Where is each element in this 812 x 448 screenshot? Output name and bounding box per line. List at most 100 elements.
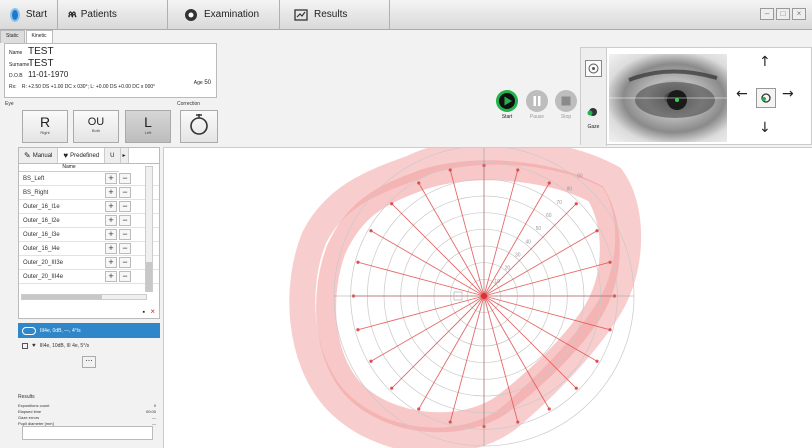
remove-program-icon[interactable]: − <box>119 173 131 184</box>
second-program-label: III4e, 10dB, III 4e, 5°/s <box>39 343 90 349</box>
program-row[interactable]: BS_Right + − <box>19 186 159 200</box>
eye-left-label: Left <box>144 130 152 135</box>
tab-extra[interactable]: U <box>105 148 121 163</box>
second-program-row[interactable]: ♥ III4e, 10dB, III 4e, 5°/s <box>18 339 160 353</box>
tab-examination[interactable]: Examination <box>168 0 280 30</box>
tab-manual-label: Manual <box>32 152 53 159</box>
camera-panel: Gaze ↑ ← → ↓ <box>580 47 812 146</box>
result-label: Elapsed time <box>18 409 42 414</box>
program-rows: BS_Left + − BS_Right + − Outer_16_I1e + − Outer_1… <box>19 172 159 284</box>
meridian-endpoint <box>448 420 452 424</box>
surname-label: Surname <box>9 62 30 68</box>
result-value: 0 <box>153 403 156 408</box>
subtab-kinetic[interactable]: Kinetic <box>25 30 53 43</box>
add-program-icon[interactable]: + <box>105 257 117 268</box>
meridian-endpoint <box>547 181 551 185</box>
remove-program-icon[interactable]: − <box>119 257 131 268</box>
move-right-icon[interactable]: → <box>782 86 794 102</box>
perimetry-chart: 10 20 30 40 50 60 70 80 90 <box>163 138 812 448</box>
patient-name: TEST <box>28 46 54 57</box>
program-name: BS_Left <box>23 175 45 182</box>
ring-label: 20 <box>505 266 511 272</box>
eye-right-button[interactable]: R Right <box>22 110 68 143</box>
tab-scroll-right-icon[interactable]: ▸ <box>120 148 129 163</box>
eye-both-letter: OU <box>87 116 105 128</box>
add-program-icon[interactable]: + <box>105 271 117 282</box>
pencil-icon: ✎ <box>24 151 31 160</box>
selected-program-label: III4e, 0dB, —, 4°/s <box>40 327 81 334</box>
correction-button[interactable] <box>180 110 218 143</box>
meridian-line <box>449 169 485 297</box>
ring-label: 10 <box>494 279 500 285</box>
add-program-icon[interactable]: + <box>105 173 117 184</box>
move-left-icon[interactable]: ← <box>736 86 748 102</box>
age-label: Age <box>193 80 203 86</box>
meridian-line <box>483 230 598 297</box>
add-program-icon[interactable]: + <box>105 243 117 254</box>
remove-program-icon[interactable]: − <box>119 201 131 212</box>
result-row: Expositions count 0 <box>18 403 156 409</box>
tab-predefined[interactable]: ♥ Predefined <box>58 148 106 163</box>
ring-label: 60 <box>546 213 552 219</box>
result-label: Gaze errors <box>18 415 40 420</box>
program-row[interactable]: Outer_16_I2e + − <box>19 214 159 228</box>
pause-button[interactable]: Pause <box>523 90 551 120</box>
gaze-icon[interactable] <box>585 105 606 124</box>
results-panel: Results Expositions count 0 Elapsed time 00… <box>18 394 156 427</box>
add-program-icon[interactable]: + <box>105 215 117 226</box>
add-program-icon[interactable]: + <box>105 187 117 198</box>
program-row[interactable]: Outer_20_III4e + − <box>19 270 159 284</box>
remove-program-icon[interactable]: − <box>119 243 131 254</box>
tab-start-label: Start <box>25 9 47 20</box>
start-button[interactable]: Start <box>493 90 521 120</box>
eye-left-button[interactable]: L Left <box>125 110 171 143</box>
tab-results[interactable]: Results <box>280 0 390 30</box>
save-icon[interactable]: ▪ <box>142 309 145 316</box>
tab-start[interactable]: Start <box>0 0 58 30</box>
more-options-button[interactable]: ⋯ <box>82 356 96 368</box>
add-program-icon[interactable]: + <box>105 201 117 212</box>
program-list-scrollbar[interactable] <box>145 166 153 292</box>
stop-icon <box>555 90 577 112</box>
delete-icon[interactable]: × <box>150 307 155 316</box>
minimize-icon[interactable]: – <box>760 8 774 20</box>
remove-program-icon[interactable]: − <box>119 215 131 226</box>
results-icon <box>294 8 308 21</box>
tab-patients[interactable]: ጰጰ Patients <box>58 0 168 30</box>
move-down-icon[interactable]: ↓ <box>759 120 771 136</box>
checkbox-icon[interactable] <box>22 343 28 349</box>
add-program-icon[interactable]: + <box>105 229 117 240</box>
app-logo-icon <box>10 7 20 22</box>
eye-right-letter: R <box>39 114 51 130</box>
tab-patients-label: Patients <box>80 9 117 20</box>
program-row[interactable]: Outer_16_I3e + − <box>19 228 159 242</box>
subtab-static[interactable]: Static <box>0 30 25 43</box>
selected-program-row[interactable]: III4e, 0dB, —, 4°/s <box>18 323 160 338</box>
meridian-endpoint <box>516 168 520 172</box>
program-row[interactable]: BS_Left + − <box>19 172 159 186</box>
remove-program-icon[interactable]: − <box>119 271 131 282</box>
center-camera-icon[interactable] <box>756 88 776 108</box>
meridian-line <box>483 182 550 297</box>
remove-program-icon[interactable]: − <box>119 187 131 198</box>
meridian-line <box>418 182 485 297</box>
move-up-icon[interactable]: ↑ <box>759 54 771 70</box>
program-list-hscrollbar[interactable] <box>21 294 147 300</box>
program-row[interactable]: Outer_20_III3e + − <box>19 256 159 270</box>
camera-settings-icon[interactable] <box>585 60 602 77</box>
maximize-icon[interactable]: □ <box>776 8 790 20</box>
program-row[interactable]: Outer_16_I1e + − <box>19 200 159 214</box>
eye-both-button[interactable]: OU Both <box>73 110 119 143</box>
patient-dob: 11-01-1970 <box>28 70 69 79</box>
meridian-line <box>357 261 485 297</box>
close-icon[interactable]: × <box>792 8 806 20</box>
meridian-endpoint <box>547 407 551 411</box>
program-row[interactable]: Outer_16_I4e + − <box>19 242 159 256</box>
meridian-line <box>418 295 485 410</box>
tab-predefined-label: Predefined <box>70 152 100 159</box>
stop-button[interactable]: Stop <box>552 90 580 120</box>
remove-program-icon[interactable]: − <box>119 229 131 240</box>
sub-tabs: Static Kinetic <box>0 30 54 43</box>
tab-manual[interactable]: ✎ Manual <box>19 148 59 163</box>
eye-right-label: Right <box>40 130 50 135</box>
